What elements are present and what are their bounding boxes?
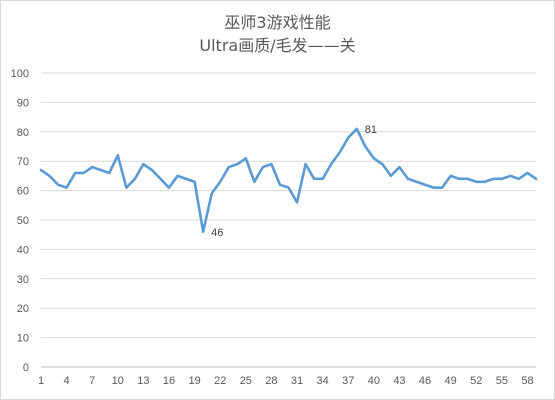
y-tick-label-100: 100 <box>11 68 29 80</box>
data-point-38 <box>355 128 358 131</box>
data-point-55 <box>501 178 504 181</box>
x-tick-label-37: 37 <box>342 375 354 387</box>
y-tick-label-70: 70 <box>17 156 29 168</box>
data-point-25 <box>245 157 248 160</box>
x-tick-label-1: 1 <box>38 375 44 387</box>
x-tick-label-52: 52 <box>470 375 482 387</box>
data-point-29 <box>279 183 282 186</box>
y-tick-label-30: 30 <box>17 274 29 286</box>
x-tick-label-19: 19 <box>188 375 200 387</box>
data-point-43 <box>398 166 401 169</box>
data-point-48 <box>441 186 444 189</box>
data-point-12 <box>134 178 137 181</box>
data-point-3 <box>57 183 60 186</box>
x-tick-label-25: 25 <box>240 375 252 387</box>
data-point-19 <box>193 180 196 183</box>
data-point-2 <box>48 175 51 178</box>
data-point-23 <box>227 166 230 169</box>
data-point-9 <box>108 172 111 175</box>
x-tick-label-43: 43 <box>393 375 405 387</box>
data-point-30 <box>287 186 290 189</box>
data-point-40 <box>373 157 376 160</box>
data-point-17 <box>176 175 179 178</box>
data-point-45 <box>415 180 418 183</box>
data-point-16 <box>168 186 171 189</box>
data-point-34 <box>321 178 324 181</box>
y-tick-label-90: 90 <box>17 97 29 109</box>
data-point-22 <box>219 180 222 183</box>
series-line-0 <box>39 127 538 234</box>
data-point-36 <box>338 151 341 154</box>
data-point-24 <box>236 163 239 166</box>
data-point-28 <box>270 163 273 166</box>
data-point-52 <box>475 180 478 183</box>
data-point-35 <box>330 163 333 166</box>
data-label-46: 46 <box>211 227 223 239</box>
data-point-41 <box>381 163 384 166</box>
y-tick-label-10: 10 <box>17 333 29 345</box>
x-tick-label-55: 55 <box>496 375 508 387</box>
data-point-4 <box>65 186 68 189</box>
data-point-33 <box>313 178 316 181</box>
data-point-37 <box>347 136 350 139</box>
x-tick-label-31: 31 <box>291 375 303 387</box>
y-tick-label-20: 20 <box>17 303 29 315</box>
y-tick-label-80: 80 <box>17 127 29 139</box>
data-point-7 <box>91 166 94 169</box>
data-point-53 <box>483 180 486 183</box>
x-tick-label-4: 4 <box>64 375 70 387</box>
data-point-27 <box>262 166 265 169</box>
data-point-47 <box>432 186 435 189</box>
data-point-46 <box>424 183 427 186</box>
data-point-20 <box>202 230 205 233</box>
data-point-57 <box>518 178 521 181</box>
x-tick-label-58: 58 <box>521 375 533 387</box>
x-tick-label-46: 46 <box>419 375 431 387</box>
x-tick-label-22: 22 <box>214 375 226 387</box>
data-point-11 <box>125 186 128 189</box>
data-point-13 <box>142 163 145 166</box>
data-point-31 <box>296 201 299 204</box>
data-point-32 <box>304 163 307 166</box>
chart-title-line-2: Ultra画质/毛发——关 <box>199 36 356 55</box>
data-point-8 <box>99 169 102 172</box>
data-point-15 <box>159 178 162 181</box>
data-point-18 <box>185 178 188 181</box>
y-tick-label-40: 40 <box>17 244 29 256</box>
x-tick-label-16: 16 <box>163 375 175 387</box>
data-point-58 <box>526 172 529 175</box>
x-tick-label-40: 40 <box>368 375 380 387</box>
data-point-51 <box>466 178 469 181</box>
chart-title-line-1: 巫师3游戏性能 <box>224 13 331 32</box>
data-point-42 <box>390 175 393 178</box>
x-tick-label-13: 13 <box>137 375 149 387</box>
data-point-6 <box>82 172 85 175</box>
x-tick-label-34: 34 <box>317 375 329 387</box>
data-point-59 <box>535 178 538 181</box>
y-tick-label-60: 60 <box>17 186 29 198</box>
y-tick-label-50: 50 <box>17 215 29 227</box>
x-tick-label-49: 49 <box>445 375 457 387</box>
data-point-10 <box>117 154 120 157</box>
data-point-5 <box>74 172 77 175</box>
x-tick-label-28: 28 <box>265 375 277 387</box>
data-label-81: 81 <box>365 124 377 136</box>
data-point-54 <box>492 178 495 181</box>
data-point-49 <box>449 175 452 178</box>
data-point-50 <box>458 178 461 181</box>
x-tick-label-7: 7 <box>89 375 95 387</box>
y-tick-label-0: 0 <box>23 362 29 374</box>
data-point-39 <box>364 145 367 148</box>
x-tick-label-10: 10 <box>112 375 124 387</box>
data-point-26 <box>253 180 256 183</box>
data-point-21 <box>210 192 213 195</box>
data-point-14 <box>151 169 154 172</box>
data-point-1 <box>40 169 43 172</box>
data-point-44 <box>407 178 410 181</box>
data-point-56 <box>509 175 512 178</box>
